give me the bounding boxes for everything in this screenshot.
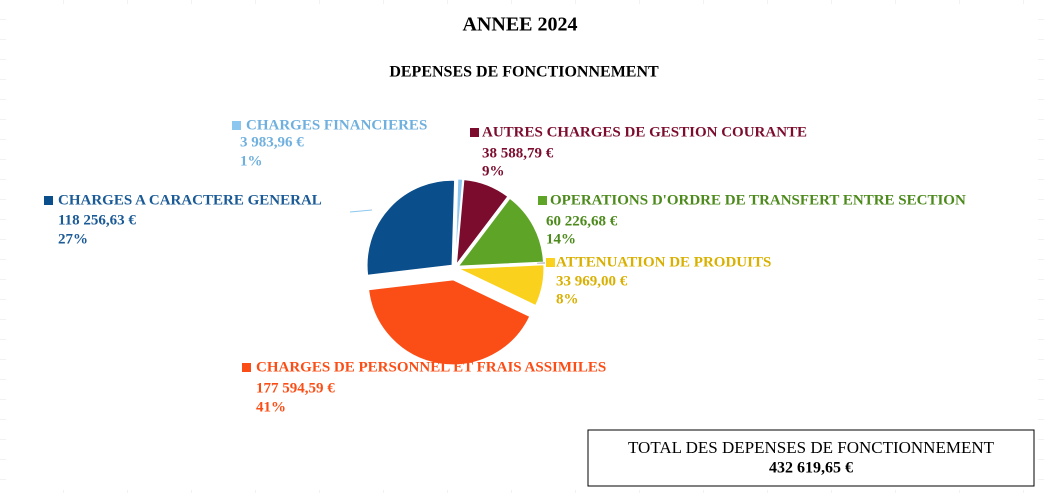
slice-label: ATTENUATION DE PRODUITS: [556, 254, 771, 270]
slice-value-label: 177 594,59 €: [256, 380, 335, 396]
pie-slice: [454, 178, 464, 265]
legend-swatch: [470, 128, 479, 137]
legend-swatch: [242, 363, 251, 372]
legend-swatch: [44, 196, 53, 205]
total-box: [587, 429, 1035, 487]
pie-slice: [366, 179, 456, 276]
slice-label: CHARGES DE PERSONNEL ET FRAIS ASSIMILES: [256, 359, 606, 375]
slice-value-label: 38 588,79 €: [482, 145, 554, 161]
slice-label: AUTRES CHARGES DE GESTION COURANTE: [482, 124, 807, 140]
leader-line: [349, 209, 373, 213]
slice-label: CHARGES A CARACTERE GENERAL: [58, 192, 322, 208]
slice-label: CHARGES FINANCIERES: [246, 117, 427, 133]
total-label: TOTAL DES DEPENSES DE FONCTIONNEMENT: [628, 438, 995, 457]
total-value: 432 619,65 €: [769, 460, 853, 477]
legend-swatch: [538, 196, 547, 205]
slice-value-label: 3 983,96 €: [240, 134, 304, 150]
pie-slice: [457, 197, 544, 267]
slice-percent-label: 1%: [240, 153, 263, 169]
slice-value-label: 60 226,68 €: [546, 213, 618, 229]
legend-swatch: [546, 258, 555, 267]
legend-swatch: [232, 121, 241, 130]
slice-percent-label: 14%: [546, 231, 576, 247]
chart-title: ANNEE 2024: [462, 14, 577, 36]
pie-slice: [368, 279, 531, 366]
slice-percent-label: 41%: [256, 399, 286, 415]
slice-value-label: 33 969,00 €: [556, 273, 628, 289]
slice-percent-label: 27%: [58, 231, 88, 247]
pie-slice: [458, 264, 545, 307]
slice-label: OPERATIONS D'ORDRE DE TRANSFERT ENTRE SE…: [550, 192, 966, 208]
pie-slice: [455, 179, 509, 266]
chart-subtitle: DEPENSES DE FONCTIONNEMENT: [389, 64, 659, 81]
slice-percent-label: 8%: [556, 291, 579, 307]
slice-value-label: 118 256,63 €: [58, 212, 136, 228]
slice-percent-label: 9%: [482, 163, 505, 179]
